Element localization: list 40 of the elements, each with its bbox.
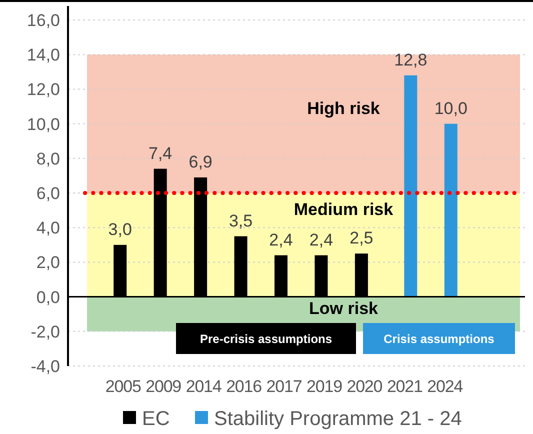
x-tick-label: 2016	[226, 377, 262, 396]
annotation: Crisis assumptions	[384, 332, 495, 346]
data-label: 10,0	[434, 98, 468, 118]
y-tick-label: 8,0	[36, 149, 60, 168]
x-tick-label: 2019	[306, 377, 342, 396]
x-tick-label: 2017	[266, 377, 302, 396]
data-label: 2,4	[309, 230, 334, 250]
y-tick-label: 0,0	[36, 288, 60, 307]
data-label: 12,8	[394, 50, 428, 70]
data-label: 7,4	[148, 144, 172, 163]
caption-box: Pre-crisis assumptions	[176, 323, 356, 354]
caption-box: Crisis assumptions	[363, 323, 515, 354]
data-label: 3,0	[108, 220, 132, 239]
bar	[444, 124, 458, 297]
data-label: 6,9	[188, 152, 212, 172]
y-tick-label: 14,0	[26, 46, 60, 65]
data-label: 2,5	[350, 228, 374, 248]
x-tick-label: 2020	[346, 377, 382, 396]
y-tick-label: -2,0	[30, 322, 60, 342]
y-tick-label: 12,0	[26, 80, 60, 100]
x-tick-label: 2021	[386, 377, 423, 396]
y-tick-label: 16,0	[26, 10, 60, 30]
y-tick-label: 10,0	[26, 114, 60, 134]
band-label: Medium risk	[294, 200, 394, 219]
band-label: Low risk	[309, 298, 379, 318]
data-label: 3,5	[228, 211, 253, 230]
data-label: 2,4	[269, 230, 293, 250]
legend-label: Stability Programme 21 - 24	[214, 408, 462, 430]
y-tick-label: 6,0	[36, 184, 60, 203]
annotation: Pre-crisis assumptions	[200, 332, 332, 346]
bar	[404, 75, 418, 297]
x-tick-label: 2009	[146, 377, 182, 396]
x-tick-label: 2024	[427, 377, 463, 396]
y-tick-label: 2,0	[36, 253, 60, 272]
x-tick-label: 2014	[186, 377, 222, 396]
legend-label: EC	[142, 408, 170, 430]
band-label: High risk	[307, 98, 380, 118]
y-tick-label: 4,0	[36, 218, 60, 238]
x-tick-label: 2005	[105, 377, 141, 396]
y-tick-label: -4,0	[30, 356, 60, 376]
